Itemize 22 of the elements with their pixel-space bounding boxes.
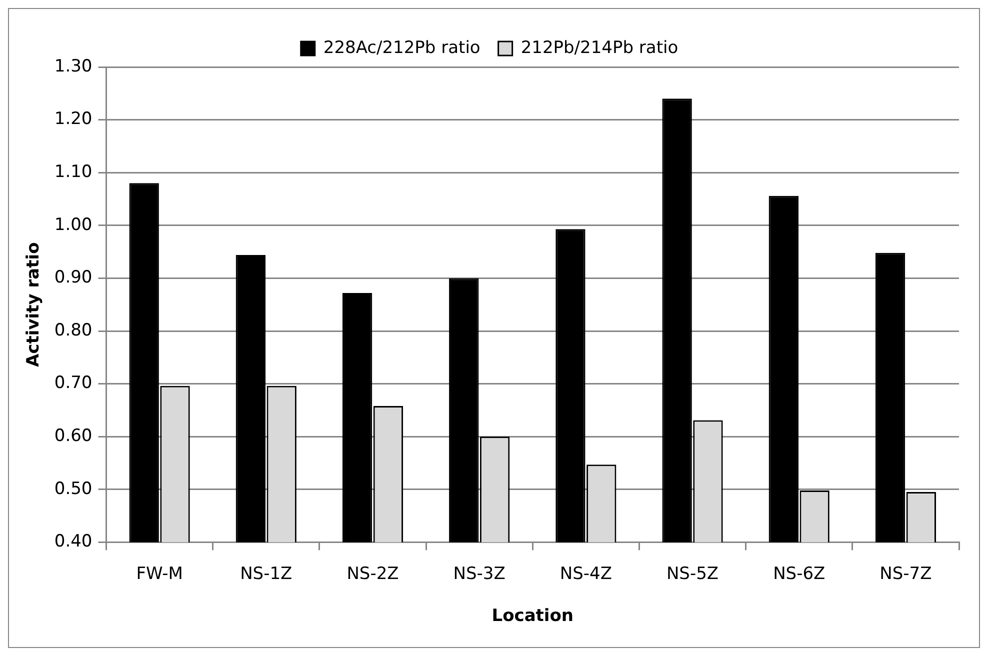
x-tick-label: NS-7Z: [880, 564, 932, 584]
legend-label: 212Pb/214Pb ratio: [520, 38, 678, 58]
y-tick-label: 1.10: [54, 162, 92, 182]
y-tick-label: 0.90: [54, 268, 92, 288]
x-tick-label: NS-5Z: [666, 564, 719, 584]
y-tick-label: 0.70: [54, 373, 92, 394]
y-tick-label: 1.00: [54, 214, 92, 235]
x-tick-label: NS-3Z: [453, 564, 506, 584]
x-tick-label: NS-4Z: [560, 564, 612, 584]
x-tick-label: FW-M: [136, 564, 183, 584]
y-tick-label: 0.80: [54, 320, 92, 340]
x-tick-label: NS-1Z: [240, 564, 292, 584]
y-tick-label: 1.20: [54, 109, 92, 130]
x-axis-title: Location: [492, 606, 574, 626]
x-tick-label: NS-2Z: [346, 564, 399, 584]
y-tick-label: 1.30: [54, 56, 92, 76]
x-tick-label: NS-6Z: [773, 564, 826, 584]
y-tick-label: 0.50: [54, 478, 92, 499]
y-tick-label: 0.60: [54, 426, 92, 446]
y-axis-title: Activity ratio: [24, 242, 44, 367]
legend-label: 228Ac/212Pb ratio: [323, 38, 480, 58]
y-tick-label: 0.40: [54, 532, 92, 552]
